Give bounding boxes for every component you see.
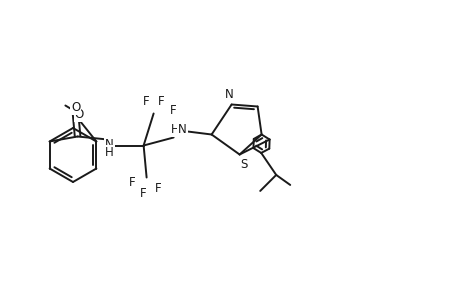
Text: F: F xyxy=(155,182,162,195)
Text: H: H xyxy=(105,146,114,159)
Text: O: O xyxy=(75,108,84,121)
Text: S: S xyxy=(240,158,247,171)
Text: F: F xyxy=(170,104,177,117)
Text: H: H xyxy=(171,123,179,136)
Text: F: F xyxy=(129,176,135,189)
Text: N: N xyxy=(225,88,234,101)
Text: N: N xyxy=(178,123,187,136)
Text: F: F xyxy=(143,95,150,108)
Text: N: N xyxy=(105,138,114,151)
Text: O: O xyxy=(71,101,80,114)
Text: F: F xyxy=(140,187,146,200)
Text: F: F xyxy=(158,95,165,108)
